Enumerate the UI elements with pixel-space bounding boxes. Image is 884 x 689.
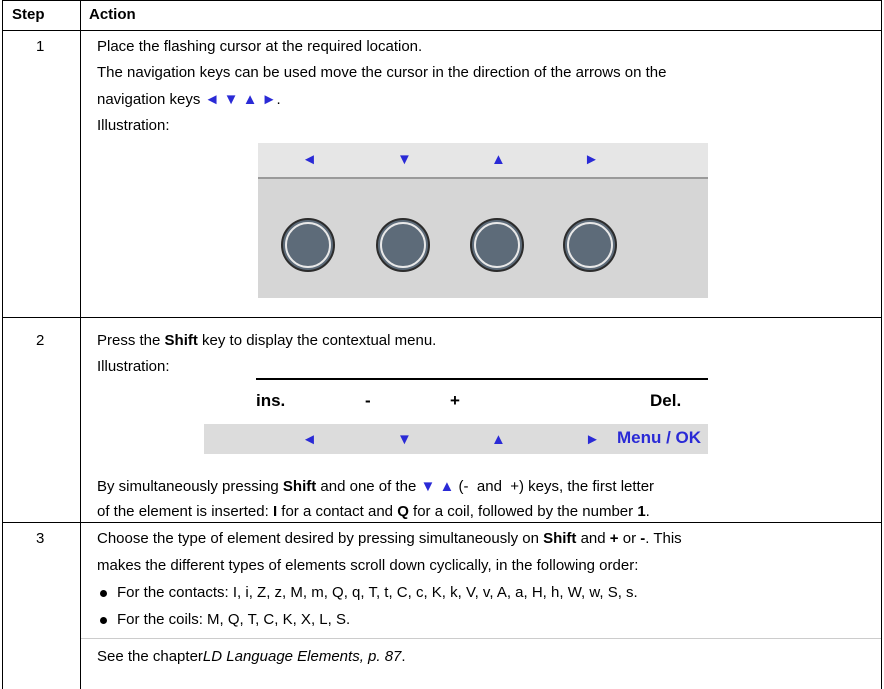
link-text: LD Language Elements, p. 87 — [202, 648, 402, 665]
arrow: ▼ — [397, 151, 412, 168]
text-bold: Shift — [164, 332, 198, 349]
border — [2, 317, 882, 318]
border — [2, 30, 882, 31]
arrow: ◄ — [302, 151, 317, 168]
keys — [281, 218, 617, 272]
text: for a contact and — [277, 503, 398, 520]
text: Press the — [97, 332, 165, 349]
key — [470, 218, 524, 272]
border — [2, 522, 882, 523]
key — [563, 218, 617, 272]
illustration-label: Illustration: — [97, 117, 170, 134]
text: and one of the — [316, 478, 421, 495]
text-bold: + — [609, 530, 619, 547]
text-line: By simultaneously pressing Shift and one… — [97, 478, 654, 496]
key-strip — [204, 424, 708, 454]
key-labels-strip — [258, 143, 708, 179]
arrow: ► — [584, 151, 599, 168]
text: for a coil, followed by the number — [408, 503, 638, 520]
bullet — [100, 617, 107, 624]
step: 1 — [36, 38, 45, 55]
bullet-text: For the coils: M, Q, T, C, K, X, L, S. — [117, 611, 351, 628]
text-bold: Q — [397, 503, 409, 520]
text: makes the different types of elements sc… — [97, 557, 639, 574]
text: . — [645, 503, 650, 520]
arrow: ▼ — [397, 431, 412, 448]
step: 3 — [36, 530, 45, 547]
key — [281, 218, 335, 272]
menu-label: ins. — [256, 391, 286, 410]
display-line — [256, 378, 708, 380]
illustration-label: Illustration: — [97, 358, 170, 375]
key — [376, 218, 430, 272]
text: of the element is inserted: — [97, 503, 273, 520]
text: navigation keys — [97, 91, 205, 108]
text-bold: Shift — [543, 530, 577, 547]
arrow: ► — [585, 431, 600, 448]
step: 2 — [36, 332, 45, 349]
text: See the chapter — [97, 648, 203, 665]
text-line: Press the Shift key to display the conte… — [97, 332, 436, 350]
arrow: ▲ — [491, 431, 506, 448]
menu-label: - — [365, 391, 371, 410]
menu-label: + — [450, 391, 460, 410]
arrow: ◄ — [302, 431, 317, 448]
text-line: navigation keys ◄ ▼ ▲ ►. — [97, 91, 281, 109]
text-bold: Shift — [282, 478, 317, 495]
illustration: ins. - + Del. ◄ ▼ ▲ ► Menu / OK — [204, 378, 708, 454]
bullet — [100, 590, 107, 597]
border — [2, 0, 882, 1]
text: By simultaneously pressing — [97, 478, 283, 495]
header-step: Step — [12, 6, 45, 23]
arrow-keys: ▼ ▲ — [420, 478, 455, 495]
text: and — [576, 530, 610, 547]
text-bold: 1 — [637, 503, 646, 520]
text-line: of the element is inserted: I for a cont… — [97, 503, 650, 521]
text-bold: I — [272, 503, 278, 520]
illustration: ◄ ▼ ▲ ► — [258, 143, 708, 298]
border — [80, 0, 81, 689]
text: . — [276, 91, 281, 108]
text: Place the flashing cursor at the require… — [97, 38, 423, 55]
menu-label: Del. — [650, 391, 682, 410]
text: The navigation keys can be used move the… — [97, 64, 667, 81]
text: (- and +) keys, the first letter — [454, 478, 655, 495]
text-line: Choose the type of element desired by pr… — [97, 530, 682, 548]
separator — [81, 638, 881, 639]
bullet-text: For the contacts: I, i, Z, z, M, m, Q, q… — [117, 584, 638, 601]
text: . This — [645, 530, 682, 547]
arrow-keys: ◄ ▼ ▲ ► — [204, 91, 277, 108]
text-line: See the chapterLD Language Elements, p. … — [97, 648, 406, 666]
arrow: ▲ — [491, 151, 506, 168]
border — [2, 0, 3, 689]
text: key to display the contextual menu. — [197, 332, 437, 349]
text: or — [618, 530, 641, 547]
text: . — [401, 648, 406, 665]
menu-ok: Menu / OK — [617, 428, 702, 447]
text: Choose the type of element desired by pr… — [97, 530, 544, 547]
text-bold: - — [640, 530, 646, 547]
border — [881, 0, 882, 689]
header-action: Action — [89, 6, 136, 23]
